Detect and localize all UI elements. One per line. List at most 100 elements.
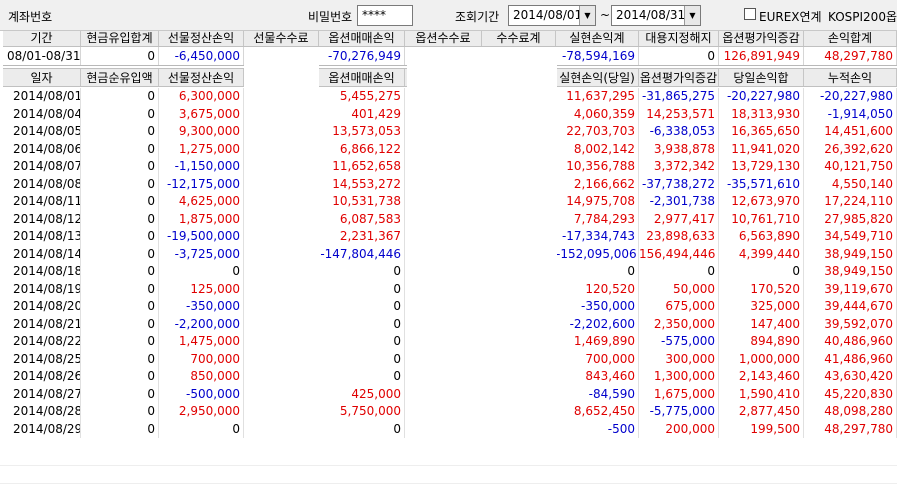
table-row[interactable]: 2014/08/21 0 -2,200,000 0 -2,202,600 2,350,00…: [3, 315, 897, 333]
table-cell: 16,365,650: [719, 123, 804, 141]
table-cell: 0: [556, 263, 639, 281]
table-cell: 0: [81, 368, 159, 386]
table-cell: 8,652,450: [556, 403, 639, 421]
table-cell: 11,941,020: [719, 140, 804, 158]
detail-col-header: 일자: [3, 69, 81, 86]
table-cell: 300,000: [639, 350, 719, 368]
eurex-checkbox[interactable]: [744, 8, 756, 20]
table-cell: 11,652,658: [319, 158, 405, 176]
table-cell: 2014/08/20: [3, 298, 81, 316]
table-row[interactable]: 2014/08/14 0 -3,725,000 -147,804,446 -152,09…: [3, 245, 897, 263]
table-row[interactable]: 2014/08/19 0 125,000 0 120,520 50,000 170,520 3…: [3, 280, 897, 298]
table-cell: -2,200,000: [159, 315, 244, 333]
table-cell: 39,119,670: [804, 280, 897, 298]
summary-col-header: 선물정산손익: [159, 31, 244, 46]
summary-row: 08/01-08/31 0 -6,450,000 -70,276,949 -78…: [3, 47, 897, 66]
table-cell: -575,000: [639, 333, 719, 351]
date-to-select[interactable]: 2014/08/31 ▼: [611, 5, 701, 26]
table-cell: 10,356,788: [556, 158, 639, 176]
table-cell: 40,121,750: [804, 158, 897, 176]
table-cell: 2,950,000: [159, 403, 244, 421]
table-cell: 1,300,000: [639, 368, 719, 386]
table-row[interactable]: 2014/08/22 0 1,475,000 0 1,469,890 -575,000 89…: [3, 333, 897, 351]
table-cell: 14,451,600: [804, 123, 897, 141]
table-cell: 0: [81, 420, 159, 438]
table-cell: 7,784,293: [556, 210, 639, 228]
table-cell: 6,087,583: [319, 210, 405, 228]
table-cell: 6,866,122: [319, 140, 405, 158]
table-cell: -500: [556, 420, 639, 438]
account-label: 계좌번호: [8, 10, 53, 24]
summary-col-header: 선물수수료: [244, 31, 319, 46]
table-row[interactable]: 2014/08/08 0 -12,175,000 14,553,272 2,166,66…: [3, 175, 897, 193]
summary-cell: -78,594,169: [556, 47, 639, 65]
table-cell: 2014/08/19: [3, 280, 81, 298]
table-cell: 3,372,342: [639, 158, 719, 176]
table-cell: 6,563,890: [719, 228, 804, 246]
table-cell: 2014/08/22: [3, 333, 81, 351]
table-cell: 0: [81, 210, 159, 228]
table-cell: -20,227,980: [719, 88, 804, 106]
table-cell: 2,166,662: [556, 175, 639, 193]
table-cell: 0: [81, 140, 159, 158]
table-cell: -6,338,053: [639, 123, 719, 141]
empty-grid-area: [0, 448, 897, 494]
table-cell: 850,000: [159, 368, 244, 386]
table-cell: 45,220,830: [804, 385, 897, 403]
date-from-value: 2014/08/01: [513, 8, 583, 22]
table-cell: 0: [81, 280, 159, 298]
eurex-label: EUREX연계: [759, 10, 822, 24]
table-cell: 675,000: [639, 298, 719, 316]
table-row[interactable]: 2014/08/11 0 4,625,000 10,531,738 14,975,708…: [3, 193, 897, 211]
table-cell: 14,253,571: [639, 105, 719, 123]
table-cell: 1,875,000: [159, 210, 244, 228]
table-cell: 4,399,440: [719, 245, 804, 263]
table-cell: 2014/08/28: [3, 403, 81, 421]
summary-cell: 126,891,949: [719, 47, 804, 65]
chevron-down-icon[interactable]: ▼: [579, 6, 595, 25]
table-cell: 156,494,446: [639, 245, 719, 263]
table-cell: 12,673,970: [719, 193, 804, 211]
table-cell: -19,500,000: [159, 228, 244, 246]
detail-table-body[interactable]: 2014/08/01 0 6,300,000 5,455,275 11,637,295-…: [3, 88, 897, 438]
password-field[interactable]: ****: [357, 5, 413, 26]
detail-col-header: 실현손익(당일): [556, 69, 639, 86]
table-cell: 2014/08/04: [3, 105, 81, 123]
table-cell: -2,202,600: [556, 315, 639, 333]
table-cell: 0: [81, 350, 159, 368]
table-cell: 39,592,070: [804, 315, 897, 333]
table-cell: 0: [81, 385, 159, 403]
table-cell: -350,000: [159, 298, 244, 316]
table-cell: 125,000: [159, 280, 244, 298]
table-cell: 5,750,000: [319, 403, 405, 421]
table-row[interactable]: 2014/08/01 0 6,300,000 5,455,275 11,637,295-…: [3, 88, 897, 106]
table-cell: 0: [319, 298, 405, 316]
table-cell: 2,877,450: [719, 403, 804, 421]
summary-cell: 0: [81, 47, 159, 65]
table-cell: -17,334,743: [556, 228, 639, 246]
table-row[interactable]: 2014/08/12 0 1,875,000 6,087,583 7,784,293 2,…: [3, 210, 897, 228]
table-cell: -350,000: [556, 298, 639, 316]
table-cell: 2014/08/26: [3, 368, 81, 386]
table-row[interactable]: 2014/08/25 0 700,000 0 700,000 300,000 1,000,0…: [3, 350, 897, 368]
summary-cell: 08/01-08/31: [3, 47, 81, 65]
table-row[interactable]: 2014/08/06 0 1,275,000 6,866,122 8,002,142 3,…: [3, 140, 897, 158]
table-cell: 2014/08/13: [3, 228, 81, 246]
table-cell: 1,000,000: [719, 350, 804, 368]
table-cell: 170,520: [719, 280, 804, 298]
table-row[interactable]: 2014/08/13 0 -19,500,000 2,231,367 -17,334,7…: [3, 228, 897, 246]
table-cell: -35,571,610: [719, 175, 804, 193]
table-cell: 4,060,359: [556, 105, 639, 123]
table-cell: 0: [319, 333, 405, 351]
table-row[interactable]: 2014/08/27 0 -500,000 425,000 -84,590 1,675,0…: [3, 385, 897, 403]
chevron-down-icon[interactable]: ▼: [684, 6, 700, 25]
table-cell: 0: [81, 315, 159, 333]
table-cell: 41,486,960: [804, 350, 897, 368]
table-cell: 5,455,275: [319, 88, 405, 106]
table-row[interactable]: 2014/08/04 0 3,675,000 401,429 4,060,359 14,2…: [3, 105, 897, 123]
table-cell: 147,400: [719, 315, 804, 333]
table-cell: -37,738,272: [639, 175, 719, 193]
date-from-select[interactable]: 2014/08/01 ▼: [508, 5, 596, 26]
table-cell: 48,098,280: [804, 403, 897, 421]
table-row[interactable]: 2014/08/26 0 850,000 0 843,460 1,300,000 2,143…: [3, 368, 897, 386]
